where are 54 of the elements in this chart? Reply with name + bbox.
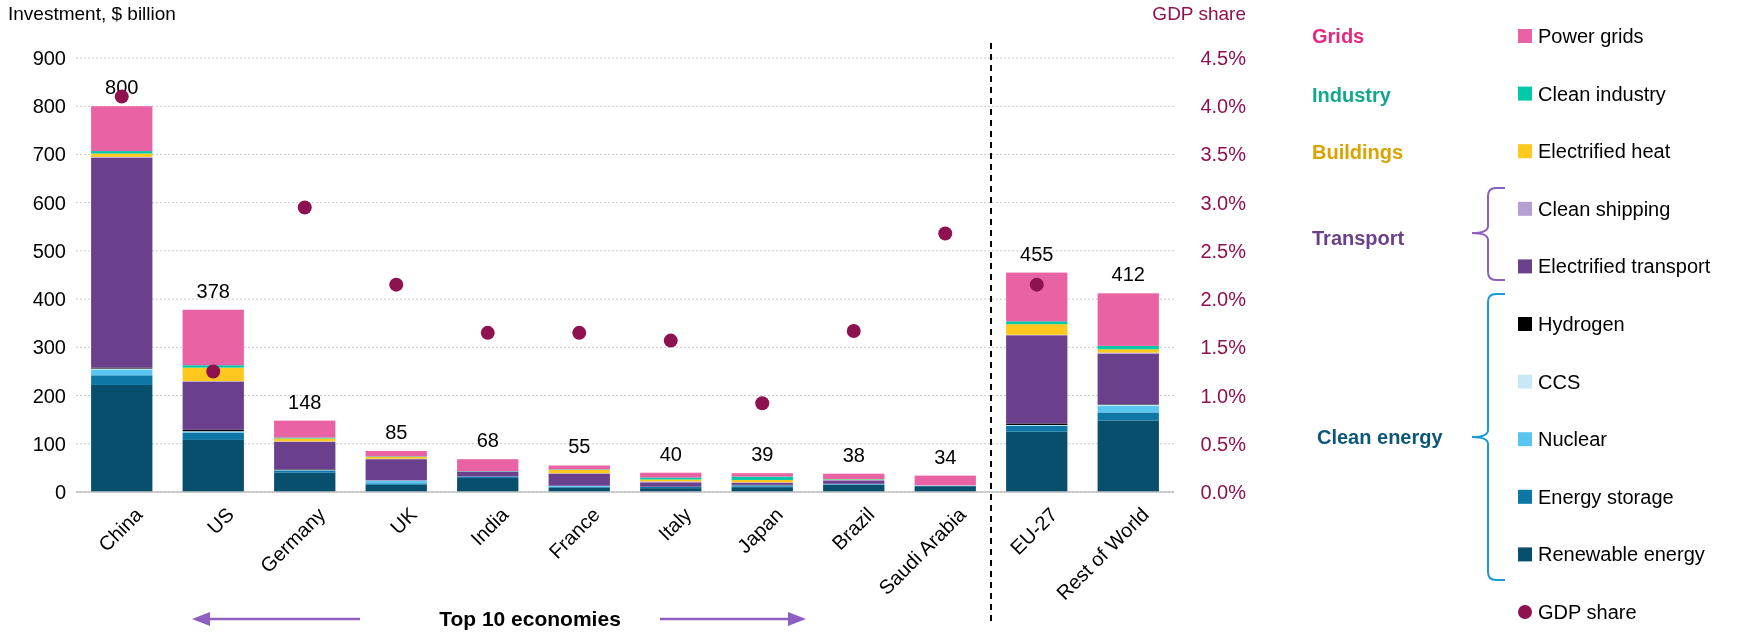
- legend-label: Hydrogen: [1538, 313, 1625, 335]
- legend-label: Clean industry: [1538, 82, 1666, 105]
- legend-label: Energy storage: [1538, 485, 1674, 508]
- text: Grids: [1312, 25, 1365, 47]
- total-label: 38: [842, 443, 865, 466]
- y-tick-label: 500: [32, 239, 66, 262]
- x-tick-label: India: [466, 502, 514, 550]
- total-label: 34: [934, 445, 957, 468]
- total-label: 412: [1111, 263, 1145, 286]
- y-tick-label: 400: [32, 288, 66, 311]
- legend-label: Nuclear: [1538, 428, 1608, 451]
- y2-axis-title: GDP share: [1152, 3, 1246, 24]
- legend-label: Power grids: [1538, 25, 1644, 47]
- total-label: 455: [1020, 242, 1054, 265]
- total-label: 148: [288, 390, 322, 413]
- total-label: 55: [568, 435, 591, 458]
- total-label: 40: [659, 442, 682, 465]
- y2-tick-label: 4.0%: [1200, 95, 1247, 118]
- y-tick-label: 0: [54, 481, 66, 503]
- y2-tick-label: 0.0%: [1200, 481, 1247, 503]
- y-tick-label: 600: [32, 191, 66, 214]
- x-tick-label: Italy: [653, 503, 696, 545]
- legend-label: Electrified heat: [1538, 140, 1671, 163]
- y2-tick-label: 1.5%: [1200, 336, 1247, 359]
- total-label: 85: [385, 421, 408, 444]
- total-label: 68: [476, 429, 499, 452]
- y-tick-label: 700: [32, 143, 66, 166]
- legend-label: CCS: [1538, 370, 1581, 393]
- y-tick-label: 900: [32, 47, 66, 69]
- legend-label: Electrified transport: [1538, 255, 1711, 278]
- y-tick-label: 100: [32, 432, 66, 455]
- y-tick-label: 300: [32, 336, 66, 359]
- text: Clean energy: [1317, 426, 1444, 448]
- text: Transport: [1312, 227, 1405, 249]
- total-label: 39: [751, 443, 774, 466]
- legend-label: Clean shipping: [1538, 197, 1671, 220]
- text: Industry: [1312, 84, 1392, 106]
- y-tick-label: 200: [32, 384, 66, 407]
- y2-tick-label: 2.0%: [1200, 288, 1247, 311]
- y2-tick-label: 4.5%: [1200, 47, 1247, 69]
- y2-tick-label: 1.0%: [1200, 384, 1247, 407]
- text: Buildings: [1312, 141, 1404, 163]
- y-axis-title: Investment, $ billion: [8, 3, 176, 24]
- y2-tick-label: 2.5%: [1200, 239, 1247, 262]
- legend-label: GDP share: [1538, 601, 1637, 623]
- text: Top 10 economies: [439, 607, 621, 631]
- total-label: 378: [196, 279, 230, 302]
- y2-tick-label: 3.0%: [1200, 191, 1247, 214]
- x-tick-label: US: [202, 503, 238, 539]
- y2-tick-label: 3.5%: [1200, 143, 1247, 166]
- y2-tick-label: 0.5%: [1200, 432, 1247, 455]
- y-tick-label: 800: [32, 95, 66, 118]
- x-tick-label: UK: [385, 502, 422, 539]
- legend-label: Renewable energy: [1538, 543, 1705, 566]
